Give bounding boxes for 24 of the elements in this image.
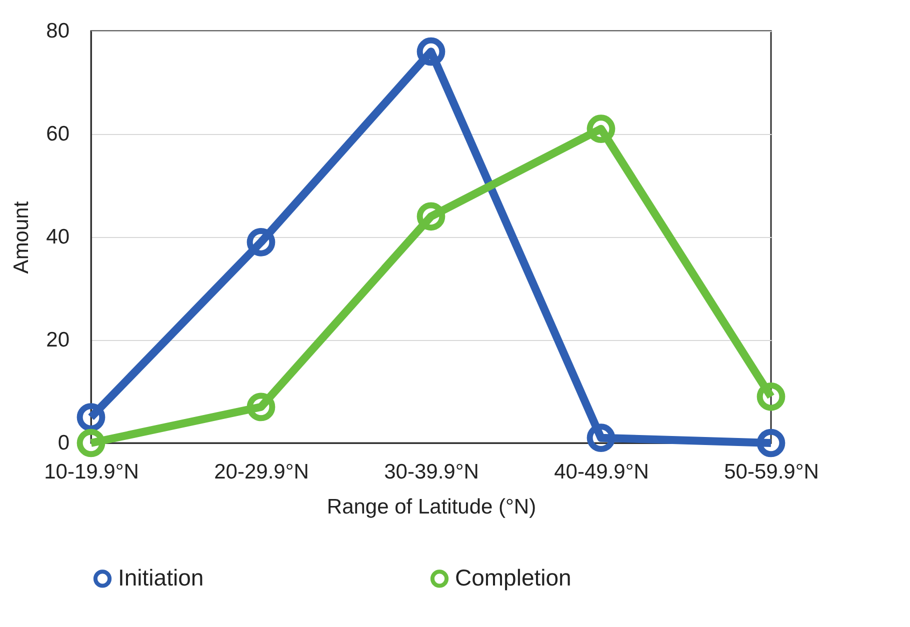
point xyxy=(586,424,616,452)
x-tick-label: 40-49.9°N xyxy=(554,460,649,484)
point xyxy=(76,428,106,458)
y-tick-label: 0 xyxy=(58,432,70,454)
legend-label: Initiation xyxy=(118,564,204,591)
x-tick-label: 20-29.9°N xyxy=(214,460,309,484)
point xyxy=(76,403,106,432)
y-tick-label: 20 xyxy=(46,328,70,352)
y-tick-label: 40 xyxy=(46,226,70,248)
x-axis-title: Range of Latitude (°N) xyxy=(326,496,536,518)
x-tick-label: 30-39.9°N xyxy=(384,460,479,484)
point xyxy=(246,392,276,422)
point xyxy=(416,202,446,231)
y-axis-title: Amount xyxy=(10,201,34,274)
point xyxy=(246,228,276,256)
legend-label: Completion xyxy=(455,564,572,591)
point xyxy=(756,382,786,411)
x-tick-label: 10-19.9°N xyxy=(44,460,139,484)
x-tick-label: 50-59.9°N xyxy=(724,460,819,484)
point xyxy=(586,114,616,144)
point xyxy=(416,37,446,66)
y-tick-label: 60 xyxy=(46,122,70,146)
point xyxy=(756,428,786,458)
y-tick-label: 80 xyxy=(46,20,70,42)
